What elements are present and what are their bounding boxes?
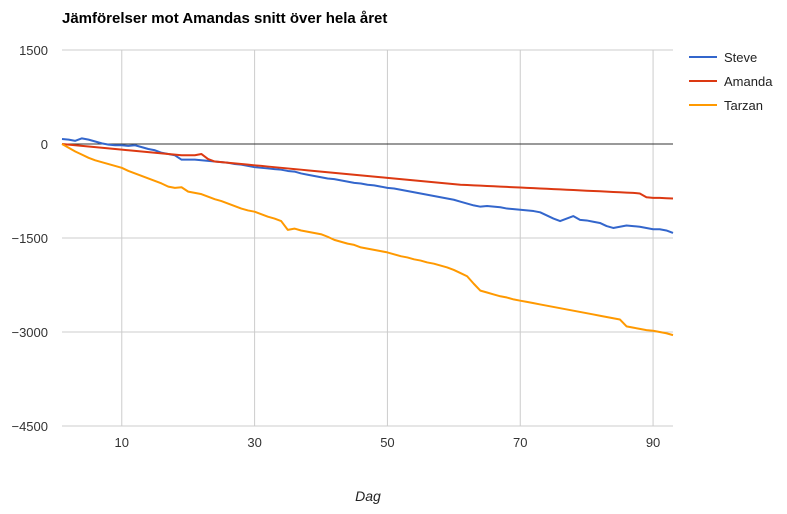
- legend: Steve Amanda Tarzan: [689, 50, 773, 113]
- y-tick-label: −1500: [11, 231, 48, 246]
- x-axis-tick-labels: 10 30 50 70 90: [115, 435, 661, 450]
- grid-lines: [62, 49, 673, 427]
- series-line-amanda: [61, 143, 674, 200]
- x-tick-label: 70: [513, 435, 527, 450]
- chart-title: Jämförelser mot Amandas snitt över hela …: [62, 10, 387, 27]
- legend-label-tarzan: Tarzan: [724, 98, 763, 113]
- series-lines: [61, 137, 674, 337]
- x-axis-label: Dag: [355, 488, 381, 504]
- y-tick-label: −4500: [11, 419, 48, 434]
- y-tick-label: 1500: [19, 43, 48, 58]
- legend-label-steve: Steve: [724, 50, 757, 65]
- y-tick-label: 0: [41, 137, 48, 152]
- x-tick-label: 30: [247, 435, 261, 450]
- legend-label-amanda: Amanda: [724, 74, 773, 89]
- x-tick-label: 50: [380, 435, 394, 450]
- series-line-tarzan: [61, 143, 674, 337]
- y-axis-tick-labels: 1500 0 −1500 −3000 −4500: [11, 43, 48, 434]
- y-tick-label: −3000: [11, 325, 48, 340]
- x-tick-label: 10: [115, 435, 129, 450]
- x-tick-label: 90: [646, 435, 660, 450]
